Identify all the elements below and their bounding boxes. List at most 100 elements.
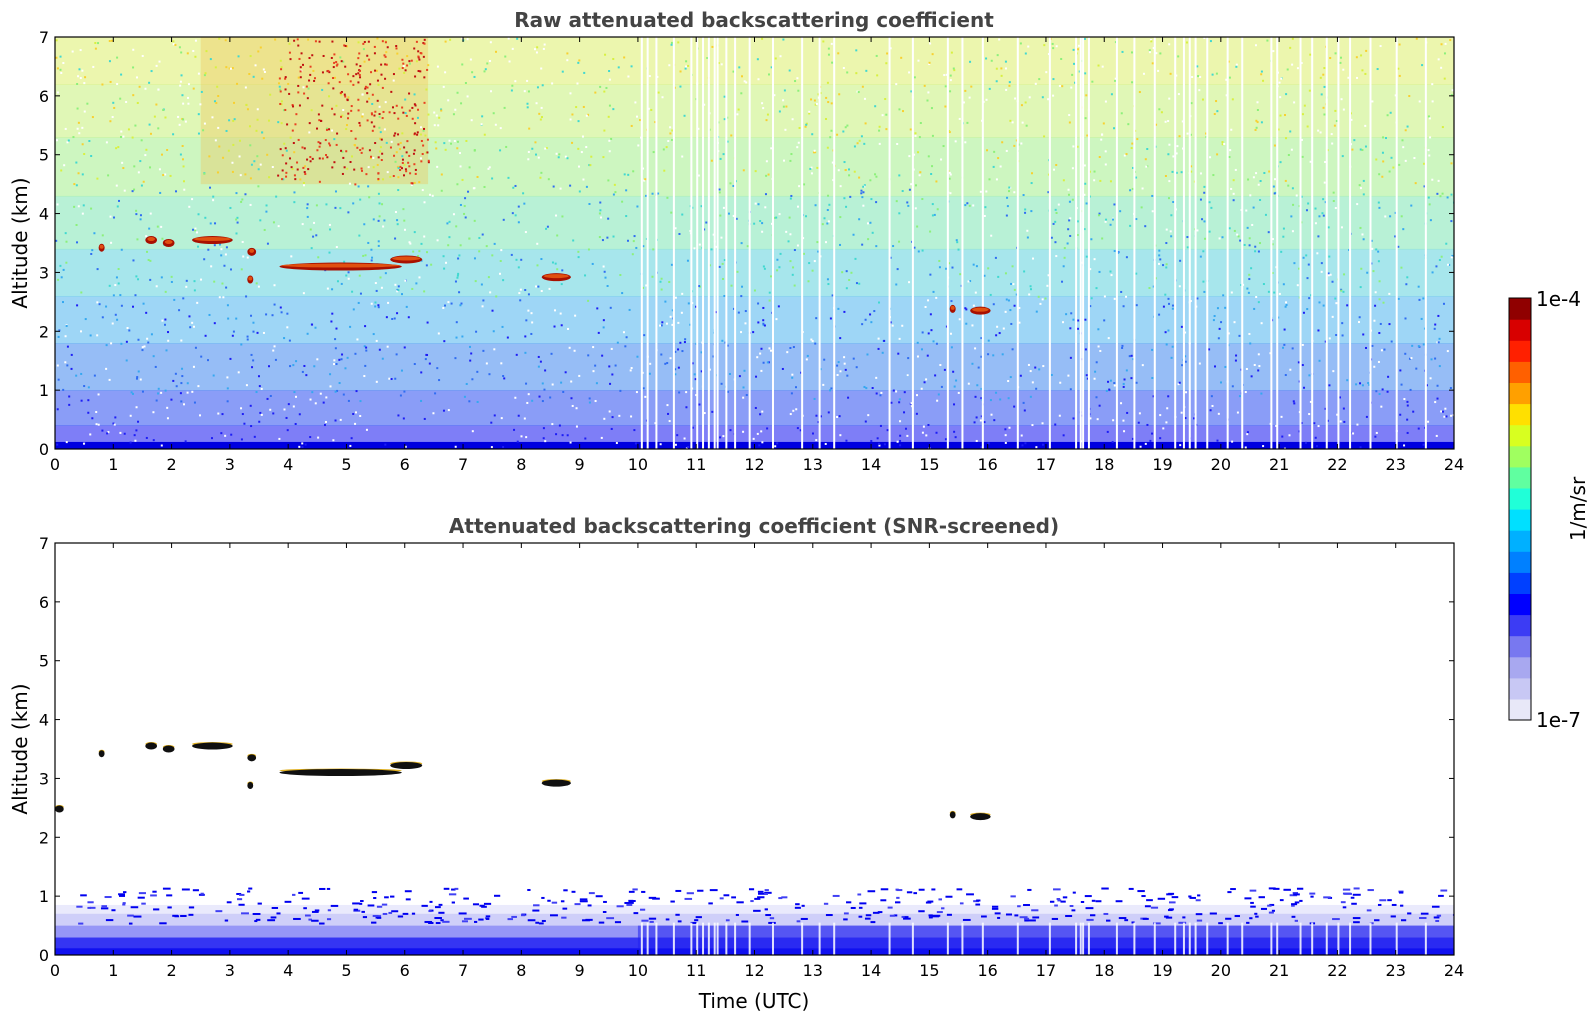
noise-speck: [577, 147, 580, 150]
noise-speck: [967, 382, 970, 385]
noise-speck: [237, 371, 240, 374]
noise-speck: [670, 211, 673, 214]
noise-speck: [728, 372, 731, 375]
noise-speck: [430, 263, 433, 266]
plume-speck: [408, 165, 411, 168]
noise-speck: [537, 285, 540, 288]
aerosol-speck: [1398, 891, 1404, 894]
aerosol-speck: [174, 915, 180, 918]
noise-speck: [249, 144, 252, 147]
noise-speck: [1041, 298, 1044, 301]
noise-speck: [306, 215, 309, 218]
noise-speck: [398, 148, 401, 151]
noise-speck: [915, 412, 918, 415]
noise-speck: [397, 167, 400, 170]
noise-speck: [1283, 447, 1286, 449]
noise-speck: [1158, 313, 1161, 316]
aerosol-speck: [485, 917, 490, 920]
noise-speck: [249, 203, 252, 206]
x-tick-label: 12: [744, 961, 764, 980]
noise-speck: [121, 161, 124, 164]
noise-speck: [897, 352, 900, 355]
noise-speck: [170, 275, 173, 278]
noise-speck: [607, 217, 610, 220]
noise-speck: [456, 274, 459, 277]
noise-speck: [1300, 62, 1303, 65]
noise-speck: [1186, 236, 1189, 239]
noise-speck: [1027, 363, 1030, 366]
noise-speck: [863, 142, 866, 145]
noise-speck: [995, 334, 998, 337]
colorbar-cell: [1509, 635, 1531, 658]
noise-speck: [671, 138, 674, 141]
aerosol-speck: [684, 897, 693, 900]
noise-speck: [1308, 413, 1311, 416]
noise-speck: [1414, 182, 1417, 185]
noise-speck: [476, 175, 479, 178]
data-gap-line: [1182, 37, 1185, 449]
noise-speck: [1322, 73, 1325, 76]
noise-speck: [908, 155, 911, 158]
noise-speck: [1289, 368, 1292, 371]
noise-speck: [1184, 360, 1187, 363]
noise-speck: [277, 82, 280, 85]
aerosol-speck: [293, 917, 301, 920]
noise-speck: [340, 93, 343, 96]
noise-speck: [949, 332, 952, 335]
aerosol-speck: [1342, 888, 1351, 891]
noise-speck: [1280, 415, 1283, 418]
noise-speck: [1055, 45, 1058, 48]
noise-speck: [351, 290, 354, 293]
noise-speck: [486, 62, 489, 65]
noise-speck: [569, 441, 572, 444]
noise-speck: [863, 185, 866, 188]
plume-speck: [411, 117, 414, 120]
plume-speck: [335, 61, 338, 64]
noise-speck: [845, 439, 848, 442]
noise-speck: [1186, 246, 1189, 249]
noise-speck: [140, 139, 143, 142]
noise-speck: [718, 188, 721, 191]
noise-speck: [721, 262, 724, 265]
noise-speck: [858, 139, 861, 142]
noise-speck: [530, 332, 533, 335]
noise-speck: [683, 114, 686, 117]
noise-speck: [860, 135, 863, 138]
noise-speck: [863, 184, 866, 187]
noise-speck: [544, 369, 547, 372]
noise-speck: [926, 354, 929, 357]
noise-speck: [1442, 410, 1445, 413]
noise-speck: [214, 222, 217, 225]
noise-speck: [679, 70, 682, 73]
noise-speck: [1366, 271, 1369, 274]
noise-speck: [1030, 210, 1033, 213]
noise-speck: [875, 54, 878, 57]
noise-speck: [357, 185, 360, 188]
noise-speck: [846, 71, 849, 74]
noise-speck: [1301, 155, 1304, 158]
data-gap-line: [655, 37, 658, 449]
noise-speck: [354, 411, 357, 414]
cloud-layer-edge: [249, 248, 255, 253]
noise-speck: [625, 189, 628, 192]
noise-speck: [251, 366, 254, 369]
plume-speck: [294, 123, 297, 126]
noise-speck: [948, 130, 951, 133]
noise-speck: [334, 190, 337, 193]
noise-speck: [1389, 215, 1392, 218]
noise-speck: [431, 194, 434, 197]
noise-speck: [1314, 207, 1317, 210]
noise-speck: [660, 288, 663, 291]
noise-speck: [191, 198, 194, 201]
plume-speck: [393, 134, 396, 137]
aerosol-speck: [906, 891, 913, 894]
noise-speck: [910, 183, 913, 186]
noise-speck: [213, 244, 216, 247]
noise-speck: [1128, 355, 1131, 358]
noise-speck: [540, 116, 543, 119]
noise-speck: [871, 231, 874, 234]
aerosol-speck: [122, 902, 126, 905]
aerosol-speck: [1056, 898, 1061, 901]
noise-speck: [1449, 39, 1452, 42]
noise-speck: [181, 144, 184, 147]
